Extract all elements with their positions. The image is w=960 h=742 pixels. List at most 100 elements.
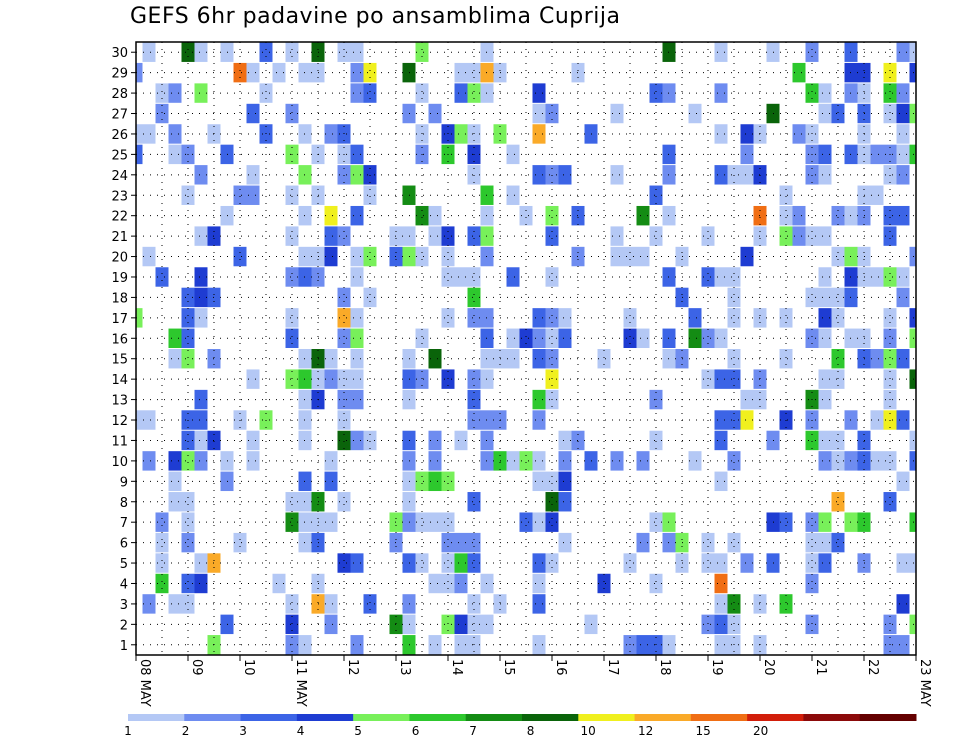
heatmap-cell <box>194 165 208 185</box>
heatmap-cell <box>805 573 819 594</box>
heatmap-cell <box>818 532 832 553</box>
colorbar-label: 15 <box>696 724 711 738</box>
heatmap-cell <box>532 573 546 594</box>
colorbar-segment <box>578 714 636 721</box>
heatmap-cell <box>441 246 455 267</box>
heatmap-cell <box>623 328 637 348</box>
heatmap-cell <box>136 124 143 144</box>
y-tick-label: 29 <box>111 67 128 82</box>
x-tick-label: 14 <box>449 659 464 676</box>
heatmap-cell <box>792 124 806 144</box>
y-tick-label: 10 <box>111 455 128 470</box>
heatmap-cell <box>363 246 377 267</box>
x-tick-label: 10 <box>241 659 256 676</box>
heatmap-cell <box>610 226 624 246</box>
heatmap-cell <box>909 328 916 348</box>
heatmap-cell <box>532 451 546 471</box>
y-tick-label: 25 <box>111 148 128 163</box>
heatmap-cell <box>714 83 728 103</box>
heatmap-cell <box>870 185 884 205</box>
colorbar-label: 5 <box>354 724 362 738</box>
heatmap-cell <box>896 205 910 226</box>
heatmap-cell <box>688 308 702 328</box>
heatmap-cell <box>363 165 377 185</box>
heatmap-cell <box>909 62 916 83</box>
heatmap-cell <box>545 308 559 328</box>
heatmap-cell <box>909 42 916 62</box>
heatmap-cell <box>909 614 916 635</box>
heatmap-cell <box>350 42 364 62</box>
heatmap-cell <box>428 451 442 471</box>
heatmap-cell <box>454 83 468 103</box>
colorbar-segment <box>296 714 354 721</box>
heatmap-cell <box>428 471 442 492</box>
heatmap-cell <box>896 594 910 614</box>
x-tick-label: 23 MAY <box>917 659 932 707</box>
heatmap-cell <box>883 103 897 124</box>
heatmap-cell <box>337 553 351 573</box>
heatmap-cell <box>194 42 208 62</box>
heatmap-cell <box>136 144 143 165</box>
y-tick-label: 19 <box>111 271 128 286</box>
y-tick-label: 16 <box>111 332 128 347</box>
heatmap-cell <box>233 185 247 205</box>
heatmap-cell <box>714 573 728 594</box>
heatmap-cell <box>714 430 728 451</box>
heatmap-cell <box>181 430 195 451</box>
x-tick-label: 13 <box>397 659 412 676</box>
heatmap-cell <box>740 389 754 410</box>
colorbar-label: 6 <box>412 724 420 738</box>
heatmap-cell <box>532 308 546 328</box>
heatmap-cell <box>428 349 442 369</box>
heatmap-cell <box>727 369 741 389</box>
heatmap-cell <box>324 594 338 614</box>
heatmap-cell <box>545 226 559 246</box>
heatmap-cell <box>883 226 897 246</box>
heatmap-cell <box>714 553 728 573</box>
heatmap-cell <box>337 226 351 246</box>
y-tick-label: 3 <box>120 598 128 613</box>
heatmap-cell <box>350 144 364 165</box>
heatmap-cell <box>714 614 728 635</box>
heatmap-cell <box>467 532 481 553</box>
heatmap-cell <box>818 165 832 185</box>
heatmap-cell <box>532 165 546 185</box>
heatmap-cell <box>688 328 702 348</box>
heatmap-cell <box>285 594 299 614</box>
colorbar-label: 10 <box>581 724 596 738</box>
colorbar-segment <box>409 714 467 721</box>
plot-frame <box>135 41 917 656</box>
heatmap-cell <box>155 267 169 287</box>
heatmap-cell <box>779 185 793 205</box>
heatmap-cell <box>818 287 832 308</box>
heatmap-cell <box>324 471 338 492</box>
y-tick-label: 8 <box>120 496 128 511</box>
heatmap-cell <box>155 83 169 103</box>
heatmap-cell <box>142 410 156 430</box>
heatmap-cell <box>350 635 364 655</box>
colorbar-segment <box>747 714 804 721</box>
heatmap-cell <box>870 144 884 165</box>
heatmap-cell <box>909 553 916 573</box>
heatmap-cell <box>818 144 832 165</box>
heatmap-cell <box>181 573 195 594</box>
heatmap-cell <box>831 287 845 308</box>
heatmap-cell <box>519 328 533 348</box>
heatmap-cell <box>415 471 429 492</box>
heatmap-cell <box>350 369 364 389</box>
heatmap-cell <box>545 165 559 185</box>
heatmap-cell <box>818 103 832 124</box>
heatmap-cell <box>246 103 260 124</box>
colorbar-segment <box>522 714 579 721</box>
heatmap-cell <box>467 594 481 614</box>
heatmap-cell <box>714 471 728 492</box>
heatmap-cell <box>168 144 182 165</box>
heatmap-cell <box>246 451 260 471</box>
heatmap-cell <box>883 62 897 83</box>
y-tick-label: 14 <box>111 373 128 388</box>
y-tick-label: 6 <box>120 537 128 552</box>
y-tick-label: 1 <box>120 639 128 654</box>
colorbar-label: 3 <box>239 724 247 738</box>
y-tick-label: 7 <box>120 516 128 531</box>
heatmap-cell <box>779 226 793 246</box>
